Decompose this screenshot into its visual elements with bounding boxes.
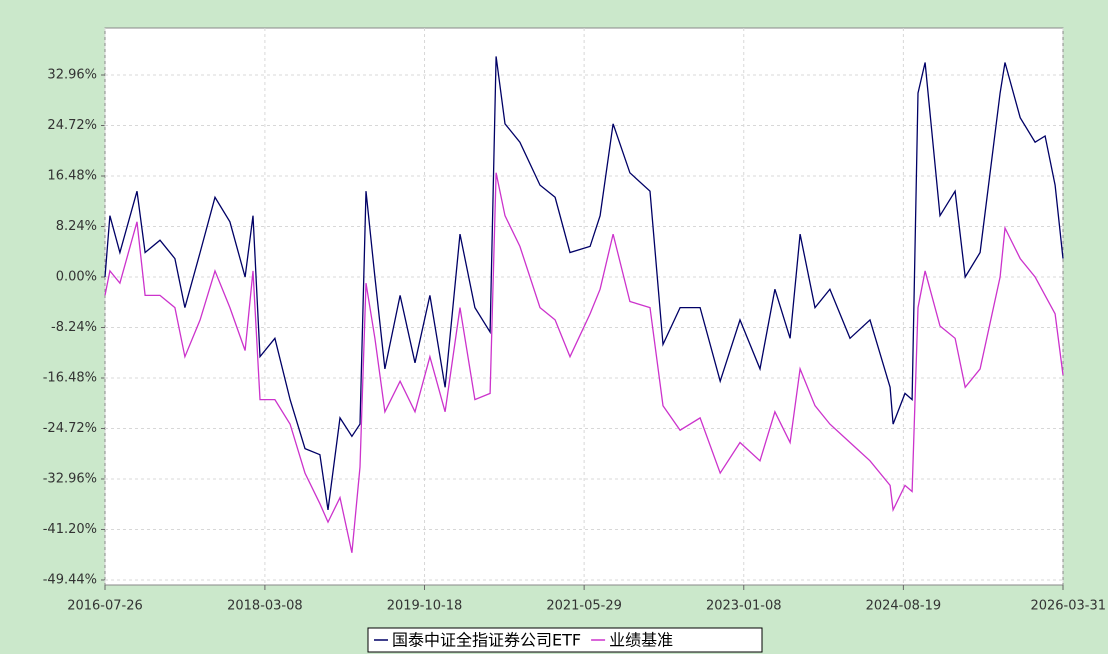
- legend: 国泰中证全指证券公司ETF 业绩基准: [374, 631, 673, 650]
- x-tick-label: 2023-01-08: [706, 599, 782, 614]
- y-tick-label: -32.96%: [43, 471, 97, 486]
- y-tick-label: 0.00%: [56, 269, 97, 284]
- y-tick-label: 8.24%: [56, 219, 97, 234]
- labels: -49.44% -41.20% -32.96% -24.72% -16.48% -8.24…: [43, 68, 1106, 614]
- y-tick-label: -49.44%: [43, 572, 97, 587]
- y-tick-label: 24.72%: [47, 118, 97, 133]
- x-tick-label: 2026-03-31: [1030, 599, 1106, 614]
- x-tick-label: 2018-03-08: [227, 599, 303, 614]
- y-tick-label: -8.24%: [51, 320, 97, 335]
- y-tick-label: -41.20%: [43, 522, 97, 537]
- y-tick-label: -16.48%: [43, 370, 97, 385]
- y-tick-label: -24.72%: [43, 421, 97, 436]
- x-tick-label: 2019-10-18: [387, 599, 463, 614]
- legend-label: 国泰中证全指证券公司ETF: [392, 631, 581, 650]
- y-tick-label: 16.48%: [47, 168, 97, 183]
- lines: [104, 56, 1064, 553]
- grid: [101, 28, 1064, 590]
- series-line: [104, 172, 1064, 553]
- x-tick-label: 2024-08-19: [866, 599, 942, 614]
- legend-box: [367, 627, 763, 653]
- x-tick-label: 2021-05-29: [546, 599, 622, 614]
- y-tick-label: 32.96%: [47, 68, 97, 83]
- x-tick-label: 2016-07-26: [67, 599, 143, 614]
- series-line: [104, 56, 1064, 510]
- legend-label: 业绩基准: [609, 631, 673, 650]
